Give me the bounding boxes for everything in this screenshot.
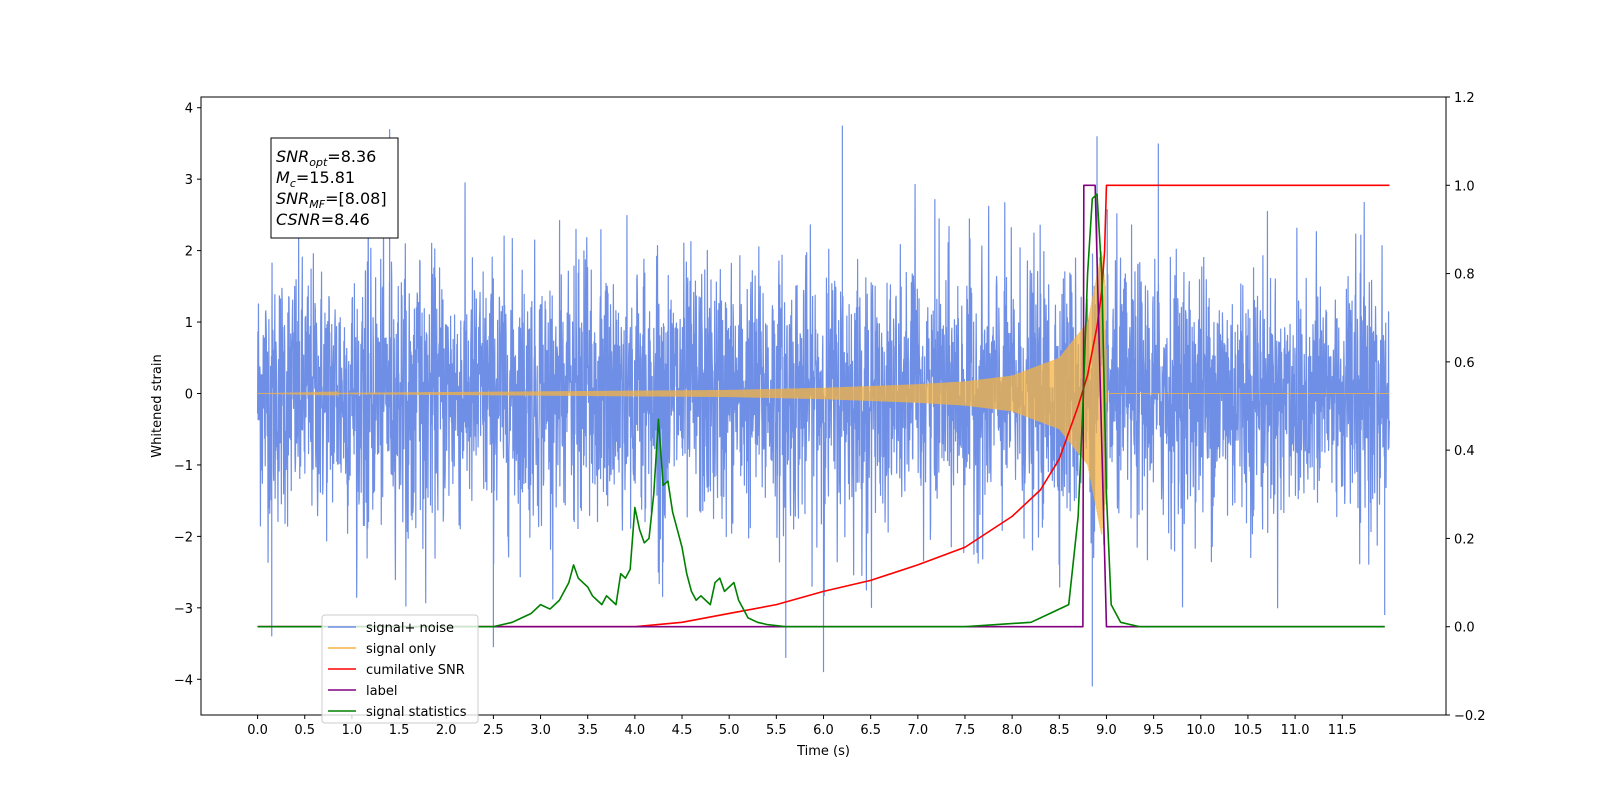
legend: signal+ noise signal only cumilative SNR la… <box>321 614 479 724</box>
x-tick-label: 2.0 <box>436 723 457 738</box>
x-tick-label: 7.5 <box>955 723 976 738</box>
y-right-tick-label: 0.8 <box>1454 268 1475 283</box>
y-right-tick-label: 0.0 <box>1454 621 1475 636</box>
plot-area <box>256 125 1391 687</box>
stats-line: SNRMF=[8.08] <box>276 189 387 211</box>
x-tick-label: 3.0 <box>530 723 551 738</box>
y-left-tick-label: 4 <box>185 102 193 117</box>
y-left-tick-label: 3 <box>185 173 193 188</box>
y-left-tick-label: −4 <box>174 673 193 688</box>
x-tick-label: 11.5 <box>1328 723 1357 738</box>
x-tick-label: 0.0 <box>247 723 268 738</box>
stats-line: Mc=15.81 <box>276 168 355 190</box>
legend-label: signal statistics <box>366 705 467 720</box>
x-tick-label: 6.5 <box>860 723 881 738</box>
x-tick-label: 11.0 <box>1281 723 1310 738</box>
x-tick-label: 4.5 <box>672 723 693 738</box>
y-axis-label: Whitened strain <box>150 354 165 457</box>
y-right-tick-label: 0.2 <box>1454 532 1475 547</box>
x-tick-label: 10.0 <box>1186 723 1215 738</box>
x-tick-label: 9.5 <box>1143 723 1164 738</box>
stats-line: CSNR=8.46 <box>276 210 370 229</box>
x-tick-label: 5.5 <box>766 723 787 738</box>
x-tick-label: 2.5 <box>483 723 504 738</box>
x-tick-label: 5.0 <box>719 723 740 738</box>
stats-box-frame <box>270 137 399 239</box>
stats-line: SNRopt=8.36 <box>276 147 376 169</box>
x-tick-label: 9.0 <box>1096 723 1117 738</box>
series-signal-statistics-line <box>257 193 1385 628</box>
legend-label: cumilative SNR <box>366 663 465 678</box>
x-tick-label: 0.5 <box>294 723 315 738</box>
x-tick-label: 8.0 <box>1002 723 1023 738</box>
series-signal-only-line <box>257 251 1390 535</box>
y-right-tick-label: 1.0 <box>1454 179 1475 194</box>
x-tick-label: 3.5 <box>577 723 598 738</box>
legend-label: label <box>366 684 397 699</box>
y-right-tick-label: 0.6 <box>1454 356 1475 371</box>
x-tick-label: 1.0 <box>342 723 363 738</box>
y-left-tick-label: 1 <box>185 316 193 331</box>
legend-label: signal+ noise <box>366 621 454 636</box>
y-left-tick-label: −2 <box>174 530 193 545</box>
legend-label: signal only <box>366 642 436 657</box>
x-tick-label: 7.0 <box>907 723 928 738</box>
axes-ticks: 0.0 0.5 1.0 1.5 2.0 2.5 3.0 3.5 4.0 4.5 5.0 5.5 6.0 6… <box>174 91 1486 738</box>
y-left-tick-label: 2 <box>185 245 193 260</box>
y-right-tick-label: −0.2 <box>1454 709 1486 724</box>
y-right-tick-label: 1.2 <box>1454 91 1475 106</box>
x-tick-label: 1.5 <box>389 723 410 738</box>
y-left-tick-label: 0 <box>185 387 193 402</box>
legend-frame <box>321 614 479 724</box>
x-axis-label: Time (s) <box>796 744 850 759</box>
y-left-tick-label: −3 <box>174 602 193 617</box>
x-tick-label: 6.0 <box>813 723 834 738</box>
x-tick-label: 4.0 <box>625 723 646 738</box>
x-tick-label: 8.5 <box>1049 723 1070 738</box>
y-left-tick-label: −1 <box>174 459 193 474</box>
y-right-tick-label: 0.4 <box>1454 444 1475 459</box>
x-tick-label: 10.5 <box>1233 723 1262 738</box>
